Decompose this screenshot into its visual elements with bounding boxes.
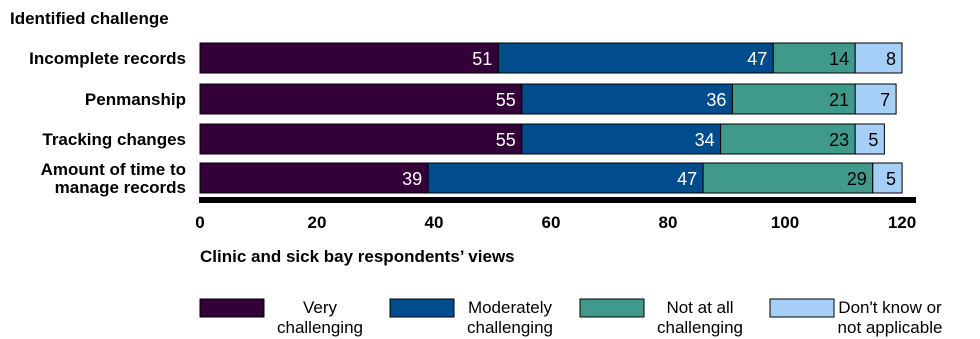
bar-segment [199, 42, 499, 74]
bar-segment [854, 42, 903, 74]
bar-value-label: 29 [847, 169, 867, 189]
category-label: Incomplete records [29, 49, 186, 68]
bar-value-label: 39 [402, 169, 422, 189]
bar-value-label: 47 [747, 49, 767, 69]
bar-segment [854, 123, 885, 155]
legend-swatch [579, 298, 645, 318]
bar-segment [872, 162, 903, 194]
legend-swatch [199, 298, 265, 318]
category-labels: Incomplete records Penmanship Tracking cha… [29, 49, 186, 197]
bar-value-label: 7 [880, 90, 890, 110]
bar-segment [199, 162, 429, 194]
bar-value-label: 5 [868, 130, 878, 150]
bar-value-label: 51 [472, 49, 492, 69]
bar-value-label: 55 [496, 130, 516, 150]
category-label: Amount of time to manage records [41, 160, 186, 197]
legend-swatch [769, 298, 835, 318]
bar-value-label: 21 [829, 90, 849, 110]
bar-value-label: 55 [496, 90, 516, 110]
x-tick-label: 80 [659, 213, 678, 232]
bar-value-label: 47 [677, 169, 697, 189]
legend-label: Very challenging [277, 298, 363, 337]
x-tick-label: 100 [771, 213, 799, 232]
legend-label: Not at all challenging [657, 298, 743, 337]
bar-value-label: 34 [695, 130, 715, 150]
bar-value-label: 14 [829, 49, 849, 69]
bar-segment [720, 123, 856, 155]
bar-segment [497, 42, 774, 74]
bar-value-label: 8 [886, 49, 896, 69]
bar-segment [731, 83, 856, 115]
category-label: Penmanship [85, 90, 186, 109]
x-tick-label: 60 [542, 213, 561, 232]
bar-segment [854, 83, 897, 115]
bar-segment [199, 83, 523, 115]
legend-label: Don't know or not applicable [838, 298, 943, 337]
x-tick-label: 40 [425, 213, 444, 232]
legend-label: Moderately challenging [467, 298, 553, 337]
bar-segment [772, 42, 856, 74]
x-tick-labels: 0 20 40 60 80 100 120 [195, 213, 916, 232]
x-tick-label: 20 [308, 213, 327, 232]
bar-value-label: 5 [886, 169, 896, 189]
y-axis-title: Identified challenge [10, 9, 169, 28]
legend: Very challenging Moderately challenging Not … [199, 298, 943, 337]
bar-segment [199, 123, 523, 155]
bar-segment [427, 162, 704, 194]
legend-swatch [389, 298, 455, 318]
bars-group: 51 47 14 855 36 21 755 34 23 539 47 29 5 [199, 42, 903, 194]
bar-value-label: 23 [829, 130, 849, 150]
bar-segment [521, 83, 733, 115]
x-tick-label: 120 [888, 213, 916, 232]
bar-segment [702, 162, 874, 194]
x-tick-label: 0 [195, 213, 204, 232]
bar-segment [521, 123, 722, 155]
bar-value-label: 36 [706, 90, 726, 110]
x-axis-title: Clinic and sick bay respondents’ views [200, 247, 515, 266]
category-label: Tracking changes [42, 130, 186, 149]
